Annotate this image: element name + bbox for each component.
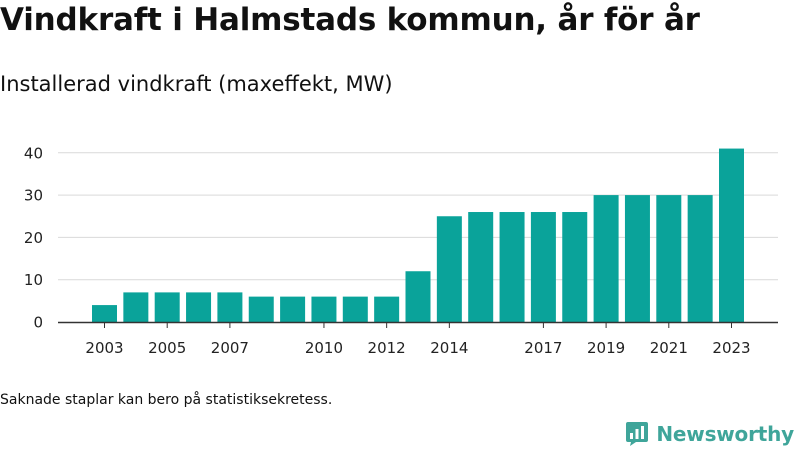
bar (530, 212, 556, 322)
newsworthy-logo-icon (626, 422, 649, 446)
bar (656, 195, 682, 322)
bar (342, 296, 368, 322)
y-tick-label: 20 (24, 229, 43, 247)
bar (562, 212, 588, 322)
bar (405, 271, 431, 322)
bar (624, 195, 650, 322)
bar (593, 195, 619, 322)
x-tick-label: 2014 (430, 339, 468, 357)
x-axis-ticks: 2003 2005 2007 2010 2012 2014 2017 2019 2021 2023 (85, 322, 751, 357)
bar (499, 212, 525, 322)
bar (280, 296, 306, 322)
bar (374, 296, 400, 322)
bar (436, 216, 462, 322)
y-tick-label: 30 (24, 187, 43, 205)
x-tick-label: 2021 (650, 339, 688, 357)
bar (248, 296, 274, 322)
y-axis-ticks: 0 10 20 30 40 (24, 144, 43, 331)
x-tick-label: 2005 (148, 339, 186, 357)
chart-subtitle: Installerad vindkraft (maxeffekt, MW) (0, 72, 393, 96)
x-tick-label: 2003 (85, 339, 123, 357)
x-tick-label: 2012 (368, 339, 406, 357)
bar (217, 292, 243, 322)
bar (687, 195, 713, 322)
footnote: Saknade staplar kan bero på statistiksek… (0, 392, 333, 408)
x-tick-label: 2019 (587, 339, 625, 357)
x-tick-label: 2017 (524, 339, 562, 357)
y-tick-label: 10 (24, 271, 43, 289)
x-tick-label: 2023 (712, 339, 750, 357)
bars (92, 148, 744, 322)
bar (92, 305, 117, 322)
chart-title: Vindkraft i Halmstads kommun, år för år (0, 2, 700, 38)
bar (154, 292, 180, 322)
x-tick-label: 2010 (305, 339, 343, 357)
bar (186, 292, 212, 322)
bar (719, 148, 744, 322)
bar (468, 212, 494, 322)
brand-logo[interactable]: Newsworthy (625, 420, 794, 448)
bar (123, 292, 149, 322)
x-tick-label: 2007 (211, 339, 249, 357)
y-tick-label: 0 (33, 314, 43, 332)
bar (311, 296, 337, 322)
brand-name: Newsworthy (656, 422, 794, 446)
y-tick-label: 40 (24, 144, 43, 162)
